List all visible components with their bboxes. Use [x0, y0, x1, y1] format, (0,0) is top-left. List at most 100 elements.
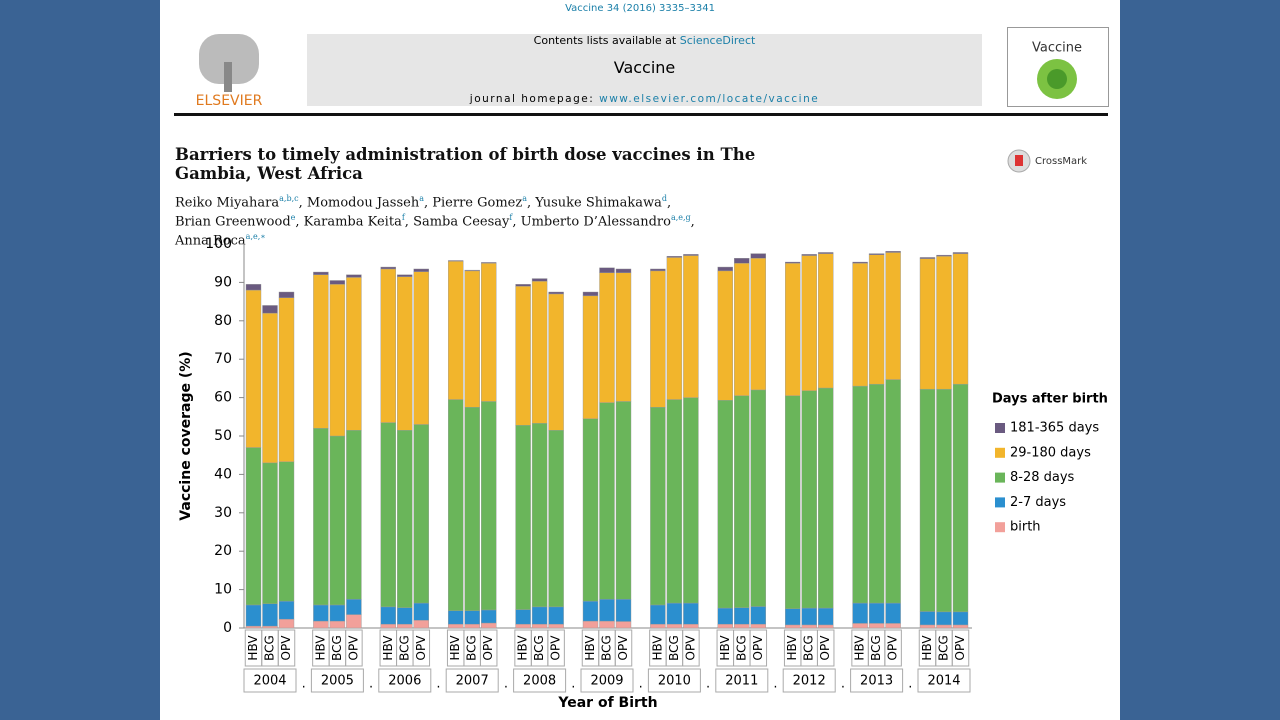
- bar-segment: [397, 430, 413, 608]
- author-name: Reiko Miyahara: [175, 195, 280, 211]
- author-separator: ,: [424, 195, 429, 211]
- bar-segment: [615, 599, 632, 622]
- x-tick-label: BCG: [937, 635, 951, 661]
- bar-segment: [734, 263, 750, 396]
- group-box: [715, 668, 769, 693]
- bar-segment: [278, 291, 295, 298]
- group-label: 2014: [927, 674, 960, 689]
- bar-segment: [397, 274, 413, 277]
- bar-segment: [952, 383, 969, 613]
- category-box: [277, 629, 296, 667]
- bar-segment: [380, 268, 396, 423]
- x-tick-label: HBV: [785, 635, 799, 661]
- bar-segment: [650, 270, 666, 408]
- y-tick-label: 70: [214, 351, 232, 367]
- bar-segment: [801, 254, 817, 256]
- x-tick-label: BCG: [465, 635, 479, 661]
- bar-segment: [683, 397, 699, 604]
- bar-segment: [548, 291, 564, 295]
- bar-segment: [346, 277, 362, 431]
- bar-segment: [548, 623, 564, 629]
- bar-segment: [531, 281, 548, 424]
- group-box: [850, 668, 904, 693]
- bar-segment: [852, 385, 868, 604]
- bar-segment: [952, 252, 969, 254]
- legend-label: birth: [1010, 520, 1041, 535]
- bar-segment: [683, 255, 699, 398]
- logo-tree: [199, 34, 259, 84]
- bar-segment: [852, 623, 868, 629]
- bar-segment: [262, 462, 278, 605]
- contents-link[interactable]: ScienceDirect: [679, 34, 756, 47]
- crossmark-label: CrossMark: [1035, 156, 1087, 167]
- bar-segment: [801, 255, 817, 391]
- bar-segment: [936, 256, 952, 390]
- bar-segment: [818, 252, 834, 254]
- crossmark[interactable]: CrossMark: [1005, 148, 1115, 174]
- bar-segment: [750, 253, 766, 259]
- bar-segment: [245, 284, 262, 291]
- bar-segment: [717, 607, 733, 625]
- author-name: Umberto D’Alessandro: [520, 214, 671, 230]
- bar-segment: [329, 280, 346, 285]
- y-tick-label: 100: [205, 236, 232, 252]
- x-tick-label: HBV: [381, 635, 395, 661]
- bar-segment: [481, 263, 497, 402]
- legend-title: Days after birth: [992, 392, 1108, 407]
- title-line: Barriers to timely administration of bir…: [175, 145, 756, 164]
- bar-segment: [717, 623, 733, 629]
- group-label: 2008: [523, 674, 556, 689]
- group-box: [445, 668, 499, 693]
- x-tick-label: HBV: [583, 635, 597, 661]
- bar-segment: [599, 272, 615, 403]
- bar-segment: [952, 624, 969, 629]
- publisher-logo: ELSEVIER: [196, 34, 263, 109]
- bar-segment: [262, 312, 278, 464]
- logo-trunk: [224, 62, 232, 92]
- bar-segment: [785, 395, 801, 609]
- bar-segment: [785, 624, 801, 629]
- author-separator: ,: [667, 195, 672, 211]
- bar-segment: [599, 267, 615, 274]
- x-tick-label: BCG: [869, 635, 883, 661]
- bar-segment: [397, 623, 413, 629]
- x-tick-label: OPV: [683, 635, 697, 661]
- x-tick-label: HBV: [246, 635, 260, 661]
- contents-line: Contents lists available at ScienceDirec…: [307, 34, 982, 47]
- bar-segment: [683, 254, 699, 256]
- bar-segment: [464, 610, 480, 625]
- bar-segment: [313, 604, 329, 622]
- group-separator: .: [639, 677, 643, 692]
- x-tick-label: OPV: [279, 635, 293, 661]
- bar-segment: [278, 461, 295, 602]
- x-tick-label: BCG: [532, 635, 546, 661]
- bar-segment: [448, 623, 464, 629]
- bar-segment: [885, 251, 901, 253]
- contents-text: Contents lists available at: [533, 34, 680, 47]
- group-label: 2009: [590, 674, 623, 689]
- bar-segment: [515, 609, 531, 625]
- author-line: Anna Rocaa,e,∗: [175, 230, 695, 249]
- bar-segment: [868, 254, 885, 385]
- bar-segment: [650, 604, 666, 625]
- bar-segment: [262, 603, 278, 627]
- bar-segment: [750, 623, 766, 629]
- x-tick-label: OPV: [818, 635, 832, 661]
- bar-segment: [481, 622, 497, 629]
- bar-segment: [548, 606, 564, 625]
- author-name: Samba Ceesay: [413, 214, 510, 230]
- bar-segment: [868, 383, 885, 604]
- bar-segment: [615, 272, 632, 402]
- bar-segment: [666, 256, 683, 258]
- category-box: [816, 629, 835, 667]
- homepage-link[interactable]: www.elsevier.com/locate/vaccine: [599, 93, 820, 105]
- group-separator: .: [369, 677, 373, 692]
- journal-ref: Vaccine 34 (2016) 3335–3341: [565, 3, 715, 14]
- group-box: [513, 668, 567, 693]
- author-separator: ,: [690, 214, 695, 230]
- bar-segment: [683, 623, 699, 629]
- bar-segment: [329, 604, 346, 622]
- bar-segment: [852, 263, 868, 387]
- bar-segment: [818, 624, 834, 629]
- author-affiliation: a: [419, 194, 424, 203]
